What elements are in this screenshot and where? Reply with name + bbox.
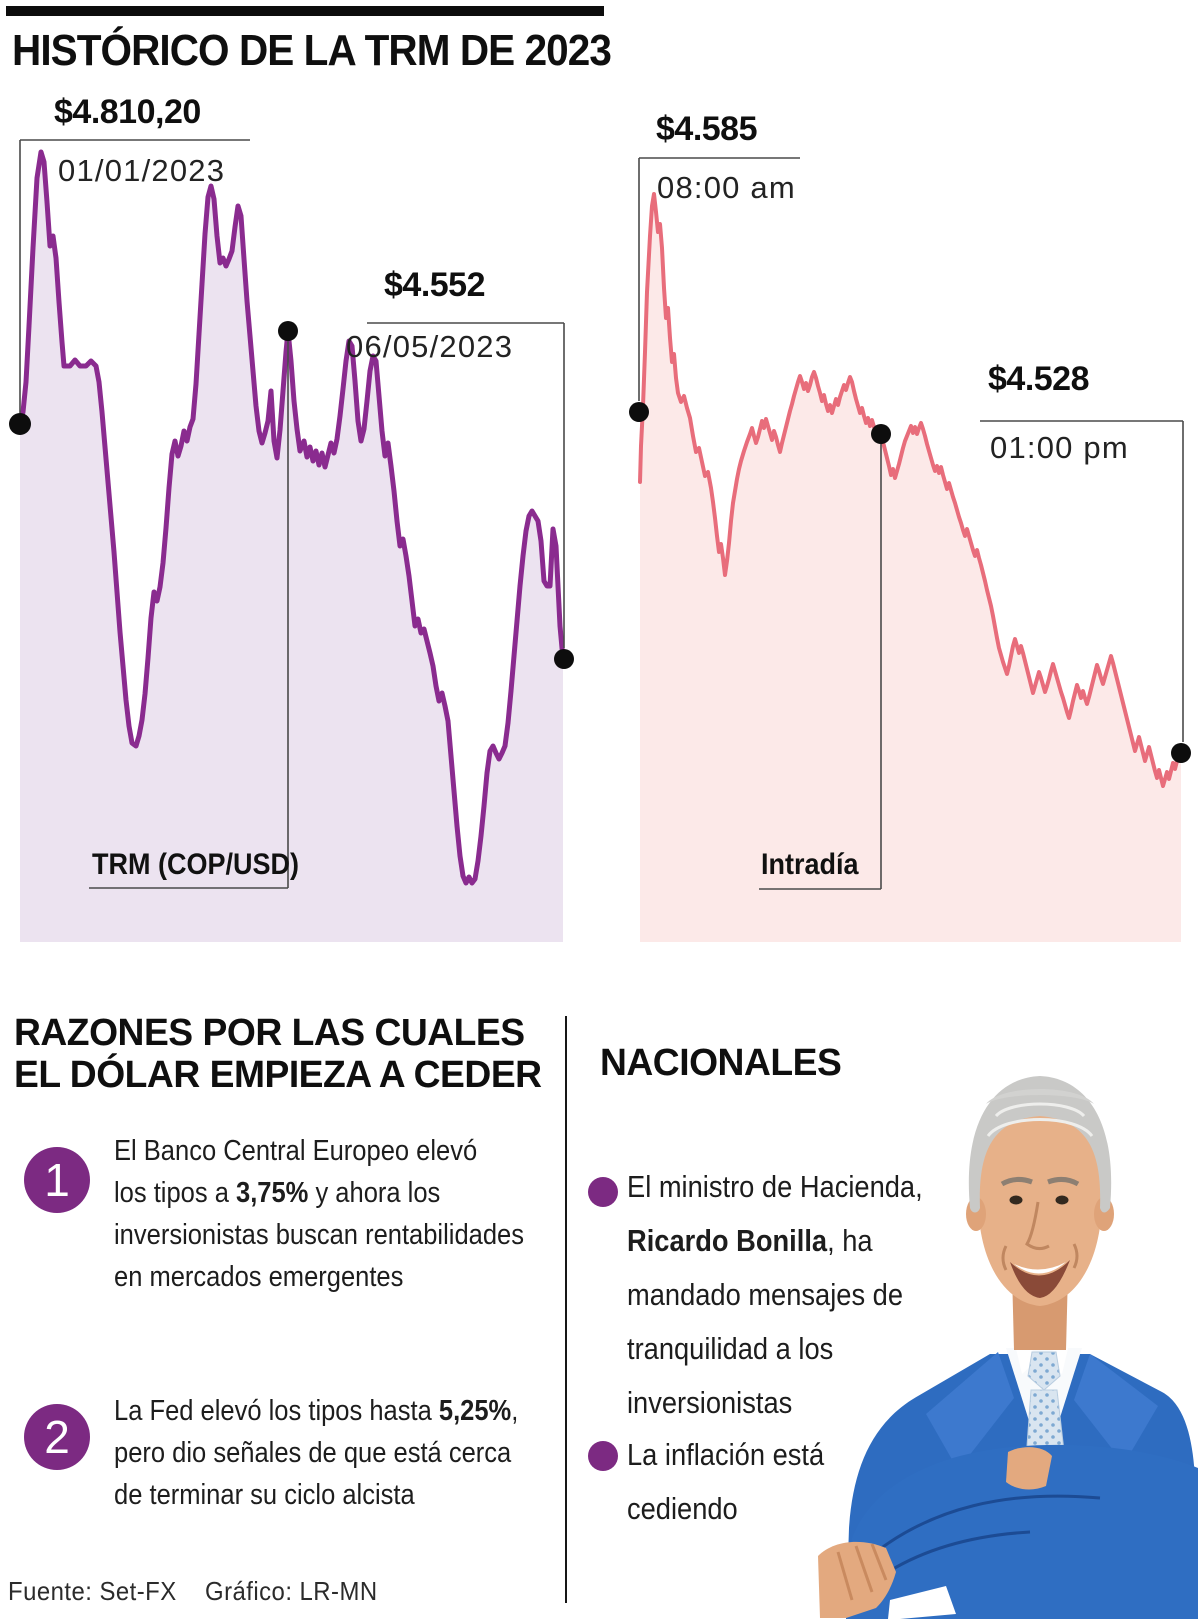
trm-line [17,149,566,886]
bullet-1-line4: tranquilidad a los [627,1331,834,1366]
nacionales-bullet-2: La inflación está cediendo [627,1428,824,1536]
nose [1025,1201,1050,1251]
reason-1-line2-pre: los tipos a [114,1177,237,1209]
trm-end-dot [554,649,574,669]
minister-photo [818,1076,1198,1619]
bullet-2-line1: La inflación está [627,1437,825,1472]
reason-2-text: La Fed elevó los tipos hasta 5,25%, pero… [114,1390,518,1516]
trm-end-date: 06/05/2023 [346,329,514,364]
trm-start-date: 01/01/2023 [58,153,226,188]
nacionales-bullet-1: El ministro de Hacienda, Ricardo Bonilla… [627,1160,923,1430]
hair-top [986,1089,1094,1104]
intraday-end-value: $4.528 [988,360,1090,398]
smile [1010,1260,1070,1298]
trm-start-callout-line [19,139,250,413]
reasons-heading: RAZONES POR LAS CUALES EL DÓLAR EMPIEZA … [14,1012,542,1096]
intraday-end-time: 01:00 pm [990,430,1129,465]
reason-2-number: 2 [44,1411,70,1463]
trm-start-dot [9,413,31,435]
eye-right [1055,1195,1069,1205]
trm-series-label: TRM (COP/USD) [92,848,299,881]
reason-2-line1-pre: La Fed elevó los tipos hasta [114,1395,439,1427]
trm-start-value: $4.810,20 [54,93,201,131]
suit-lapel-right [1074,1354,1158,1464]
reason-2-line1-post: , [511,1395,519,1427]
trm-end-value: $4.552 [384,266,486,304]
shirt-cuff [888,1586,956,1619]
intraday-end-callout-line [980,420,1184,742]
footer-credit: Gráfico: LR-MN [205,1576,378,1606]
reason-1-number: 1 [44,1154,70,1206]
reason-2-line1: La Fed elevó los tipos hasta 5,25%, [114,1390,518,1432]
eyebrows [1000,1176,1080,1187]
reason-1-line1: El Banco Central Europeo elevó [114,1135,478,1167]
suit-lapel-left [926,1352,1014,1470]
trm-label-dot [278,321,298,341]
intraday-label-connector-line [759,444,882,890]
bullet-1-line1: El ministro de Hacienda, [627,1169,923,1204]
bullet-2-line2: cediendo [627,1491,738,1526]
intraday-label-dot [871,424,891,444]
top-accent-bar [6,6,604,16]
hand-left [818,1541,896,1618]
reason-1-line2-post: y ahora los [308,1177,441,1209]
bullet-1-line2-bold: Ricardo Bonilla [627,1223,828,1258]
intraday-area-fill [640,194,1181,942]
bullet-1-line5: inversionistas [627,1385,793,1420]
intraday-start-callout-line [638,157,800,401]
reason-1-line4: en mercados emergentes [114,1261,404,1293]
nacionales-heading: NACIONALES [600,1042,842,1084]
trm-end-callout-line [367,322,565,648]
trm-label-connector-line [89,341,289,889]
page-title: HISTÓRICO DE LA TRM DE 2023 [12,26,612,75]
tie-knot [1027,1351,1061,1391]
intraday-start-value: $4.585 [656,110,758,148]
bullet-1-line2: Ricardo Bonilla, ha [627,1214,923,1268]
column-divider [565,1016,567,1603]
intraday-line [638,192,1183,788]
eye-left [1009,1195,1023,1205]
reason-1-text: El Banco Central Europeo elevó los tipos… [114,1130,524,1298]
smile-creases [1001,1243,1079,1271]
face [978,1092,1102,1306]
intraday-start-dot [629,402,649,422]
reason-2-number-badge: 2 [24,1404,90,1470]
reason-2-line3: de terminar su ciclo alcista [114,1479,415,1511]
bullet-1-line3: mandado mensajes de [627,1277,904,1312]
bullet-1-line2-post: , ha [827,1223,873,1258]
reason-2-line1-bold: 5,25% [438,1395,512,1427]
reason-1-line2-bold: 3,75% [236,1177,309,1209]
bullet-dot-2 [588,1441,618,1471]
hand-right [1006,1447,1052,1490]
reason-1-line3: inversionistas buscan rentabilidades [114,1219,524,1251]
reasons-heading-line1: RAZONES POR LAS CUALES [14,1012,525,1054]
intraday-start-time: 08:00 am [657,170,796,205]
hair-streaks [986,1102,1094,1138]
reason-2-line2: pero dio señales de que está cerca [114,1437,512,1469]
intraday-end-dot [1171,743,1191,763]
teeth [1014,1262,1066,1274]
reason-1-number-badge: 1 [24,1147,90,1213]
bullet-dot-1 [588,1177,618,1207]
hand-left-finger-lines [836,1543,888,1601]
footer-source: Fuente: Set-FX [8,1576,177,1606]
reason-1-line2: los tipos a 3,75% y ahora los [114,1172,524,1214]
intraday-series-label: Intradía [761,848,859,881]
trm-area-fill [20,152,563,942]
reasons-heading-line2: EL DÓLAR EMPIEZA A CEDER [14,1054,542,1096]
